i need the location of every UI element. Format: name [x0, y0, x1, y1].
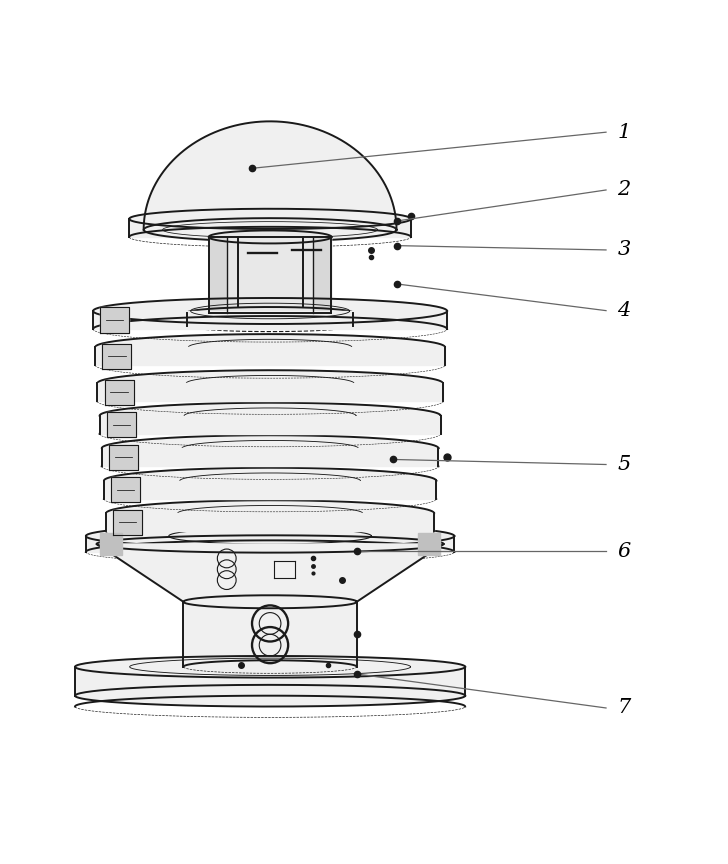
Polygon shape: [95, 334, 445, 360]
Polygon shape: [75, 685, 465, 707]
Polygon shape: [100, 533, 122, 555]
Polygon shape: [86, 536, 454, 552]
Polygon shape: [75, 656, 465, 677]
Polygon shape: [98, 371, 443, 397]
Text: 6: 6: [617, 542, 630, 561]
Polygon shape: [98, 384, 443, 401]
Text: 5: 5: [617, 455, 630, 474]
Polygon shape: [314, 237, 331, 313]
Polygon shape: [93, 311, 447, 329]
Polygon shape: [183, 601, 357, 667]
Polygon shape: [129, 219, 411, 237]
Polygon shape: [114, 510, 142, 535]
Polygon shape: [86, 524, 454, 548]
Polygon shape: [107, 412, 135, 437]
Polygon shape: [104, 467, 436, 493]
Polygon shape: [100, 403, 440, 429]
Polygon shape: [418, 533, 440, 555]
Polygon shape: [97, 536, 443, 553]
Polygon shape: [93, 298, 447, 324]
Polygon shape: [100, 416, 440, 434]
Polygon shape: [106, 513, 434, 531]
Polygon shape: [102, 435, 438, 461]
Polygon shape: [187, 313, 353, 326]
Polygon shape: [209, 231, 331, 244]
Polygon shape: [95, 347, 445, 365]
Polygon shape: [109, 445, 138, 470]
Polygon shape: [111, 477, 140, 503]
Polygon shape: [104, 480, 436, 499]
Polygon shape: [209, 237, 226, 313]
Text: 3: 3: [617, 240, 630, 259]
Polygon shape: [183, 595, 357, 608]
Text: 1: 1: [617, 123, 630, 142]
Polygon shape: [105, 379, 133, 405]
Polygon shape: [187, 307, 353, 319]
Polygon shape: [103, 344, 131, 369]
Polygon shape: [106, 500, 434, 526]
Polygon shape: [100, 308, 129, 333]
Polygon shape: [143, 121, 397, 230]
Polygon shape: [130, 209, 411, 229]
Polygon shape: [102, 448, 438, 467]
Polygon shape: [97, 544, 443, 601]
Polygon shape: [209, 237, 331, 313]
Polygon shape: [143, 218, 397, 241]
Text: 2: 2: [617, 181, 630, 200]
Polygon shape: [75, 667, 465, 696]
Text: 7: 7: [617, 698, 630, 717]
Text: 4: 4: [617, 302, 630, 321]
